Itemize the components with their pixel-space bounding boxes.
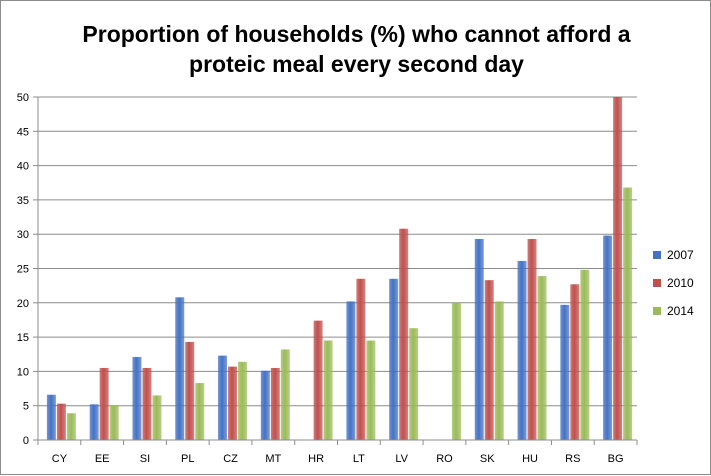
bar-2007-SI [132, 356, 142, 440]
x-tick-label: MT [265, 453, 281, 465]
bar-2010-PL [185, 341, 195, 440]
bar-2014-RO [451, 302, 461, 440]
legend-swatch [653, 279, 661, 287]
y-tick-label: 35 [17, 195, 29, 207]
y-tick-label: 20 [17, 298, 29, 310]
bar-2007-PL [175, 297, 185, 440]
x-tick-label: RS [565, 453, 580, 465]
legend-item-2010: 2010 [653, 269, 694, 297]
bar-2007-BG [603, 235, 613, 440]
bar-2014-BG [623, 187, 633, 440]
bar-2010-EE [99, 367, 109, 440]
bar-2007-LT [346, 301, 356, 440]
y-tick-label: 10 [17, 366, 29, 378]
bar-2010-SK [484, 280, 494, 440]
legend-item-2014: 2014 [653, 297, 694, 325]
y-tick-label: 50 [17, 92, 29, 104]
bar-2010-RS [570, 284, 580, 440]
bar-2007-HU [517, 260, 527, 440]
x-tick-label: SI [140, 453, 150, 465]
y-tick-label: 25 [17, 264, 29, 276]
y-tick-label: 40 [17, 161, 29, 173]
legend-item-2007: 2007 [653, 241, 694, 269]
chart-title-line-2: proteic meal every second day [189, 51, 524, 77]
bar-2010-SI [142, 367, 152, 440]
chart-title-line-1: Proportion of households (%) who cannot … [82, 21, 631, 47]
x-tick-label: CZ [223, 453, 238, 465]
legend-label: 2010 [667, 276, 694, 290]
bar-2010-LV [399, 228, 409, 440]
x-tick-label: EE [95, 453, 110, 465]
bar-2014-HR [323, 340, 333, 440]
bar-2007-SK [474, 239, 484, 440]
legend-label: 2014 [667, 304, 694, 318]
bar-2010-MT [270, 367, 280, 440]
bar-2014-LT [366, 340, 376, 440]
x-tick-label: HU [522, 453, 538, 465]
y-tick-label: 0 [23, 435, 29, 447]
bar-2007-EE [89, 404, 99, 440]
bar-2007-CZ [218, 355, 228, 440]
bar-2014-PL [195, 383, 205, 440]
x-tick-label: RO [436, 453, 453, 465]
x-tick-label: HR [308, 453, 324, 465]
bar-2014-RS [580, 269, 590, 440]
bar-2010-HR [313, 320, 323, 440]
x-tick-label: LT [353, 453, 365, 465]
bar-2010-HU [527, 239, 537, 440]
bar-2007-MT [260, 370, 270, 440]
bar-2010-CZ [228, 366, 238, 440]
y-tick-label: 45 [17, 126, 29, 138]
bar-2014-HU [537, 276, 547, 440]
legend-swatch [653, 251, 661, 259]
y-tick-label: 5 [23, 401, 29, 413]
legend: 2007 2010 2014 [653, 241, 694, 325]
bar-2010-BG [613, 97, 623, 440]
bar-2014-CZ [238, 361, 248, 440]
x-tick-label: CY [52, 453, 68, 465]
x-tick-label: LV [395, 453, 408, 465]
bar-2007-CY [46, 394, 56, 440]
bar-2014-CY [66, 413, 76, 440]
bar-2007-LV [389, 278, 399, 440]
bar-2014-SI [152, 395, 162, 440]
y-tick-label: 30 [17, 229, 29, 241]
bar-2014-LV [409, 328, 419, 440]
bar-2007-RS [560, 304, 570, 440]
bar-2014-MT [280, 349, 290, 440]
chart-title: Proportion of households (%) who cannot … [1, 19, 711, 79]
x-tick-label: BG [608, 453, 624, 465]
bar-2014-EE [109, 405, 119, 440]
bar-2010-CY [56, 403, 66, 440]
bar-2010-LT [356, 278, 366, 440]
legend-label: 2007 [667, 248, 694, 262]
x-tick-label: PL [181, 453, 194, 465]
legend-swatch [653, 307, 661, 315]
y-tick-label: 15 [17, 332, 29, 344]
x-tick-label: SK [480, 453, 495, 465]
bar-2014-SK [494, 301, 504, 440]
